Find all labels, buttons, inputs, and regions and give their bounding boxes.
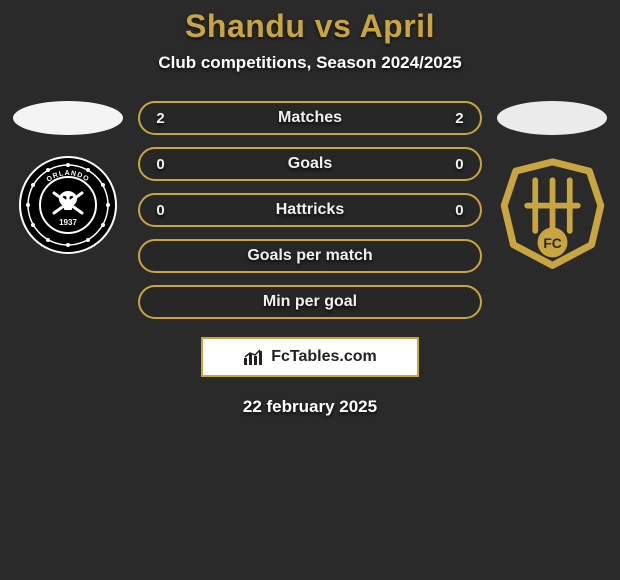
stat-row-goals-per-match: Goals per match xyxy=(138,239,483,273)
stat-left-value: 0 xyxy=(154,202,168,219)
left-club-year: 1937 xyxy=(59,218,77,227)
left-club-badge-icon: 1937 ORLANDO xyxy=(18,155,118,255)
stats-column: 2 Matches 2 0 Goals 0 0 Hattricks 0 Goal… xyxy=(138,101,483,319)
right-player-col: FC xyxy=(492,101,612,270)
stat-left-value: 0 xyxy=(154,156,168,173)
subtitle: Club competitions, Season 2024/2025 xyxy=(0,53,620,73)
stat-right-value: 2 xyxy=(452,110,466,127)
stat-label: Matches xyxy=(278,109,342,127)
stat-row-matches: 2 Matches 2 xyxy=(138,101,483,135)
branding-box[interactable]: FcTables.com xyxy=(201,337,419,377)
right-club-fc-text: FC xyxy=(543,236,561,251)
stat-label: Goals per match xyxy=(247,247,372,265)
stat-label: Goals xyxy=(288,155,332,173)
comparison-card: Shandu vs April Club competitions, Seaso… xyxy=(0,0,620,417)
stat-row-goals: 0 Goals 0 xyxy=(138,147,483,181)
left-player-col: 1937 ORLANDO xyxy=(8,101,128,255)
stat-label: Hattricks xyxy=(276,201,344,219)
stat-right-value: 0 xyxy=(452,156,466,173)
stat-label: Min per goal xyxy=(263,293,357,311)
right-player-avatar xyxy=(497,101,607,135)
left-player-avatar xyxy=(13,101,123,135)
page-title: Shandu vs April xyxy=(0,8,620,45)
stat-row-min-per-goal: Min per goal xyxy=(138,285,483,319)
stat-left-value: 2 xyxy=(154,110,168,127)
chart-icon xyxy=(243,348,265,366)
right-club-badge-icon: FC xyxy=(495,155,610,270)
main-row: 1937 ORLANDO 2 Matches 2 0 Goals 0 0 Hat… xyxy=(0,101,620,319)
stat-row-hattricks: 0 Hattricks 0 xyxy=(138,193,483,227)
branding-text: FcTables.com xyxy=(271,348,377,366)
date-text: 22 february 2025 xyxy=(0,397,620,417)
stat-right-value: 0 xyxy=(452,202,466,219)
